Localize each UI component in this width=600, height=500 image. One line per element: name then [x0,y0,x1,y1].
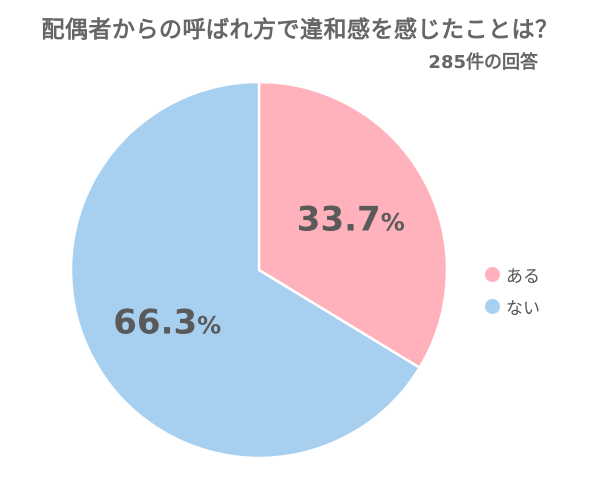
chart-title: 配偶者からの呼ばれ方で違和感を感じたことは？ [41,17,559,43]
legend-swatch-aru [485,266,500,282]
pie-slice-label-0: 33.7% [297,199,405,239]
pie-slice-labels: 33.7% 66.3% [113,199,404,342]
legend-label-nai: ない [506,298,540,319]
legend-label-aru: ある [506,266,540,287]
response-count: 285件の回答 [428,52,538,73]
pie-slice-label-1: 66.3% [113,303,221,343]
legend-swatch-nai [485,298,500,314]
legend-item-aru: ある [485,258,540,290]
legend-item-nai: ない [485,290,540,322]
pie-slice-0 [257,80,449,369]
legend: ある ない [485,258,540,322]
pie-slices [69,80,449,460]
pie-slice-1 [69,80,421,460]
